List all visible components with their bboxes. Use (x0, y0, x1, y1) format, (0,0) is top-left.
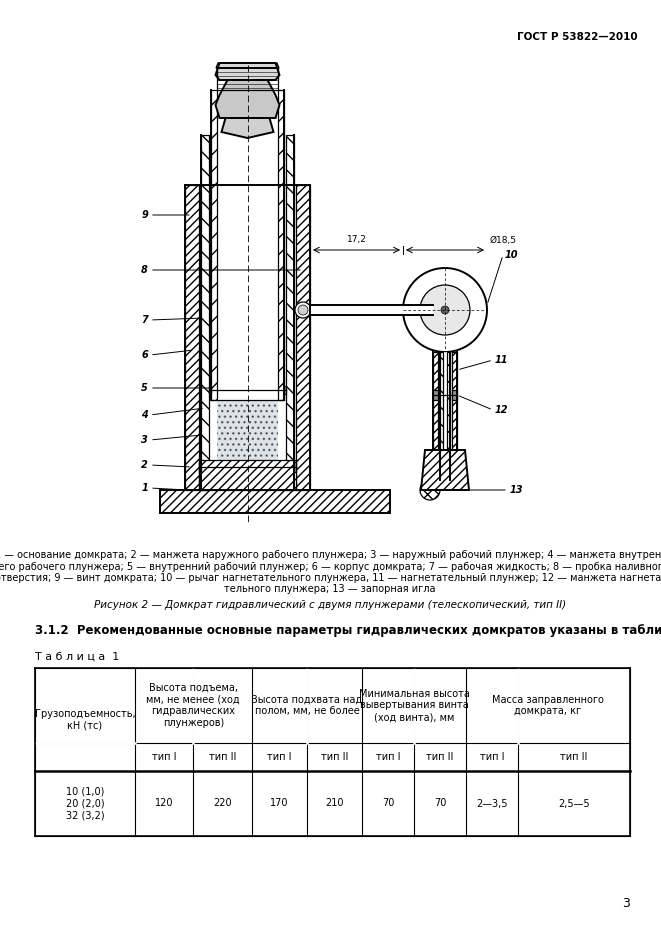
Bar (278, 90, 284, 400)
Bar (452, 352, 457, 450)
Polygon shape (216, 63, 279, 68)
Text: 6: 6 (141, 350, 148, 360)
Text: 1 — основание домкрата; 2 — манжета наружного рабочего плунжера; 3 — наружный ра: 1 — основание домкрата; 2 — манжета нару… (0, 550, 661, 560)
Bar (433, 390, 438, 400)
Text: 1: 1 (141, 483, 148, 493)
Bar (160, 490, 390, 513)
Text: Рисунок 2 — Домкрат гидравлический с двумя плунжерами (телескопический, тип II): Рисунок 2 — Домкрат гидравлический с дву… (94, 600, 566, 610)
Polygon shape (215, 80, 280, 118)
Polygon shape (221, 118, 274, 138)
Bar (452, 352, 457, 450)
Bar (160, 490, 390, 513)
Text: 10: 10 (505, 250, 518, 260)
Text: тельного плунжера; 13 — запорная игла: тельного плунжера; 13 — запорная игла (224, 584, 436, 594)
Text: 11: 11 (495, 355, 508, 365)
Bar (217, 400, 278, 460)
Bar (278, 90, 284, 400)
Circle shape (420, 285, 470, 335)
Text: 2,5—5: 2,5—5 (559, 798, 590, 809)
Bar (284, 386, 286, 394)
Text: 210: 210 (325, 798, 344, 809)
Text: 70: 70 (382, 798, 395, 809)
Text: 3.1.2  Рекомендованные основные параметры гидравлических домкратов указаны в таб: 3.1.2 Рекомендованные основные параметры… (35, 624, 661, 637)
Bar (185, 185, 199, 490)
Bar (447, 352, 450, 480)
Text: 120: 120 (155, 798, 173, 809)
Bar (209, 386, 211, 394)
Text: 220: 220 (213, 798, 232, 809)
Bar (217, 400, 278, 460)
Bar (211, 90, 217, 400)
Text: тип I: тип I (152, 752, 176, 762)
Text: 70: 70 (434, 798, 446, 809)
Bar (199, 460, 296, 490)
Text: 4: 4 (141, 410, 148, 420)
Bar (211, 90, 217, 400)
Text: 170: 170 (270, 798, 288, 809)
Text: 3: 3 (141, 435, 148, 445)
Text: 13: 13 (510, 485, 524, 495)
Text: тип II: тип II (426, 752, 453, 762)
Text: 3: 3 (622, 897, 630, 910)
Bar (440, 352, 443, 480)
Bar (286, 135, 294, 490)
Text: 9: 9 (141, 210, 148, 220)
Bar (447, 352, 450, 480)
Bar (296, 185, 310, 490)
Text: Минимальная высота
вывертывания винта
(ход винта), мм: Минимальная высота вывертывания винта (х… (358, 689, 469, 722)
Bar (296, 185, 310, 490)
Bar (433, 352, 438, 450)
Circle shape (298, 305, 308, 315)
Bar (199, 460, 296, 490)
Bar (440, 352, 443, 480)
Bar (452, 390, 457, 400)
Bar (201, 135, 209, 490)
Text: 2: 2 (141, 460, 148, 470)
Text: 5: 5 (141, 383, 148, 393)
Text: отверстия; 9 — винт домкрата; 10 — рычаг нагнетательного плунжера, 11 — нагнетат: отверстия; 9 — винт домкрата; 10 — рычаг… (0, 573, 661, 583)
Bar (201, 135, 209, 490)
Text: ГОСТ Р 53822—2010: ГОСТ Р 53822—2010 (518, 32, 638, 42)
Bar (433, 352, 438, 450)
Text: Т а б л и ц а  1: Т а б л и ц а 1 (35, 652, 119, 662)
Circle shape (441, 306, 449, 314)
Text: него рабочего плунжера; 5 — внутренний рабочий плунжер; 6 — корпус домкрата; 7 —: него рабочего плунжера; 5 — внутренний р… (0, 562, 661, 572)
Text: Грузоподъемность,
кН (тс): Грузоподъемность, кН (тс) (34, 709, 136, 730)
Text: тип II: тип II (561, 752, 588, 762)
Polygon shape (421, 450, 469, 490)
Bar (294, 462, 296, 472)
Text: Высота подъема,
мм, не менее (ход
гидравлических
плунжеров): Высота подъема, мм, не менее (ход гидрав… (147, 683, 240, 728)
Circle shape (295, 302, 311, 318)
Text: 10 (1,0)
20 (2,0)
32 (3,2): 10 (1,0) 20 (2,0) 32 (3,2) (65, 787, 104, 820)
Text: 2—3,5: 2—3,5 (476, 798, 508, 809)
Text: тип II: тип II (321, 752, 348, 762)
Text: тип I: тип I (480, 752, 504, 762)
Polygon shape (215, 63, 280, 80)
Text: тип I: тип I (376, 752, 401, 762)
Bar (201, 135, 294, 490)
Text: Масса заправленного
домкрата, кг: Масса заправленного домкрата, кг (492, 695, 604, 716)
Text: тип II: тип II (209, 752, 236, 762)
Bar (286, 135, 294, 490)
Circle shape (403, 268, 487, 352)
Text: Высота подхвата над
полом, мм, не более: Высота подхвата над полом, мм, не более (251, 695, 362, 716)
Text: Ø18,5: Ø18,5 (490, 236, 517, 245)
Text: 7: 7 (141, 315, 148, 325)
Text: тип I: тип I (267, 752, 292, 762)
Bar (310, 305, 433, 315)
Bar (199, 462, 201, 472)
Text: 12: 12 (495, 405, 508, 415)
Text: 8: 8 (141, 265, 148, 275)
Bar (185, 185, 199, 490)
Bar (440, 352, 450, 480)
Bar (211, 90, 284, 400)
Circle shape (420, 480, 440, 500)
Text: 17,2: 17,2 (346, 235, 366, 244)
